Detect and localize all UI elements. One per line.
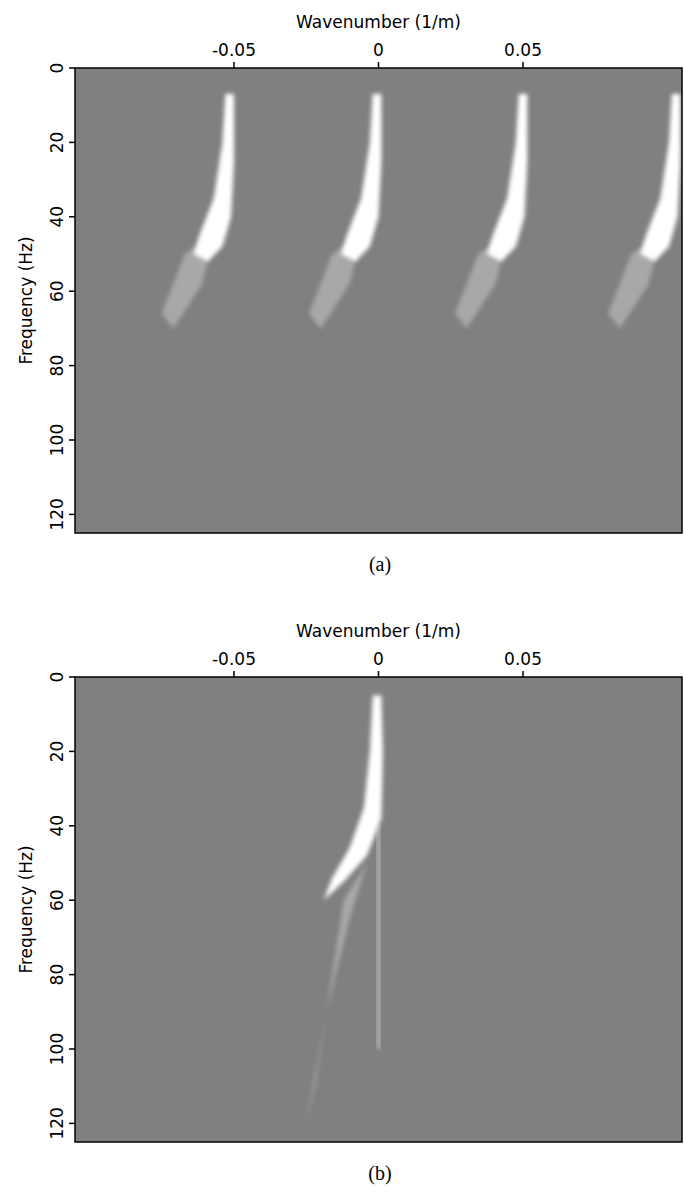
x-tick-label: 0.05 (504, 40, 542, 60)
marks (306, 696, 383, 1124)
frame (75, 677, 682, 1142)
frame (75, 68, 682, 533)
y-tick (69, 290, 75, 292)
y-axis-title: Frequency (Hz) (16, 236, 36, 364)
x-tick (378, 62, 380, 68)
panel-caption: (b) (368, 1162, 391, 1185)
y-tick (69, 751, 75, 753)
x-axis-title: Wavenumber (1/m) (296, 12, 461, 32)
x-tick (522, 62, 524, 68)
y-tick (69, 67, 75, 69)
y-tick-label: 40 (47, 815, 67, 837)
energy-region (640, 94, 680, 261)
x-tick (378, 671, 380, 677)
energy-region (306, 863, 367, 1123)
marks (162, 94, 681, 328)
x-tick (522, 671, 524, 677)
y-tick-label: 120 (47, 498, 67, 530)
energy-region (377, 826, 380, 1049)
y-tick (69, 676, 75, 678)
energy-region (194, 94, 234, 261)
y-tick-label: 20 (47, 741, 67, 763)
panel: -0.05 0 0.05 Wavenumber (1/m) 0 20 40 60 80 100 12… (16, 12, 682, 576)
y-tick (69, 974, 75, 976)
energy-region (487, 94, 527, 261)
y-tick-label: 100 (47, 1033, 67, 1065)
x-tick-label: 0 (373, 649, 384, 669)
y-tick (69, 825, 75, 827)
panel: -0.05 0 0.05 Wavenumber (1/m) 0 20 40 60 80 100 12… (16, 621, 682, 1185)
x-axis-title: Wavenumber (1/m) (296, 621, 461, 641)
y-tick (69, 216, 75, 218)
y-tick (69, 514, 75, 516)
y-tick-label: 80 (47, 964, 67, 986)
y-tick (69, 1048, 75, 1050)
x-tick-label: 0 (373, 40, 384, 60)
y-tick-label: 100 (47, 424, 67, 456)
x-tick (233, 671, 235, 677)
panel-caption: (a) (369, 553, 391, 576)
plot-background (75, 68, 682, 533)
y-axis-title: Frequency (Hz) (16, 845, 36, 973)
x-tick-label: 0.05 (504, 649, 542, 669)
y-tick-label: 0 (47, 63, 67, 74)
y-tick-label: 120 (47, 1107, 67, 1139)
y-tick (69, 439, 75, 441)
figure: -0.05 0 0.05 Wavenumber (1/m) 0 20 40 60 80 100 12… (0, 0, 684, 1193)
y-tick (69, 365, 75, 367)
y-tick (69, 1123, 75, 1125)
plot-background (75, 677, 682, 1142)
energy-region (341, 94, 381, 261)
energy-region (324, 696, 383, 901)
y-tick (69, 899, 75, 901)
y-tick-label: 40 (47, 206, 67, 228)
x-tick (233, 62, 235, 68)
y-tick-label: 80 (47, 355, 67, 377)
y-tick (69, 142, 75, 144)
y-tick-label: 20 (47, 132, 67, 154)
y-tick-label: 60 (47, 889, 67, 911)
x-tick-label: -0.05 (212, 649, 256, 669)
x-tick-label: -0.05 (212, 40, 256, 60)
y-tick-label: 0 (47, 672, 67, 683)
y-tick-label: 60 (47, 280, 67, 302)
